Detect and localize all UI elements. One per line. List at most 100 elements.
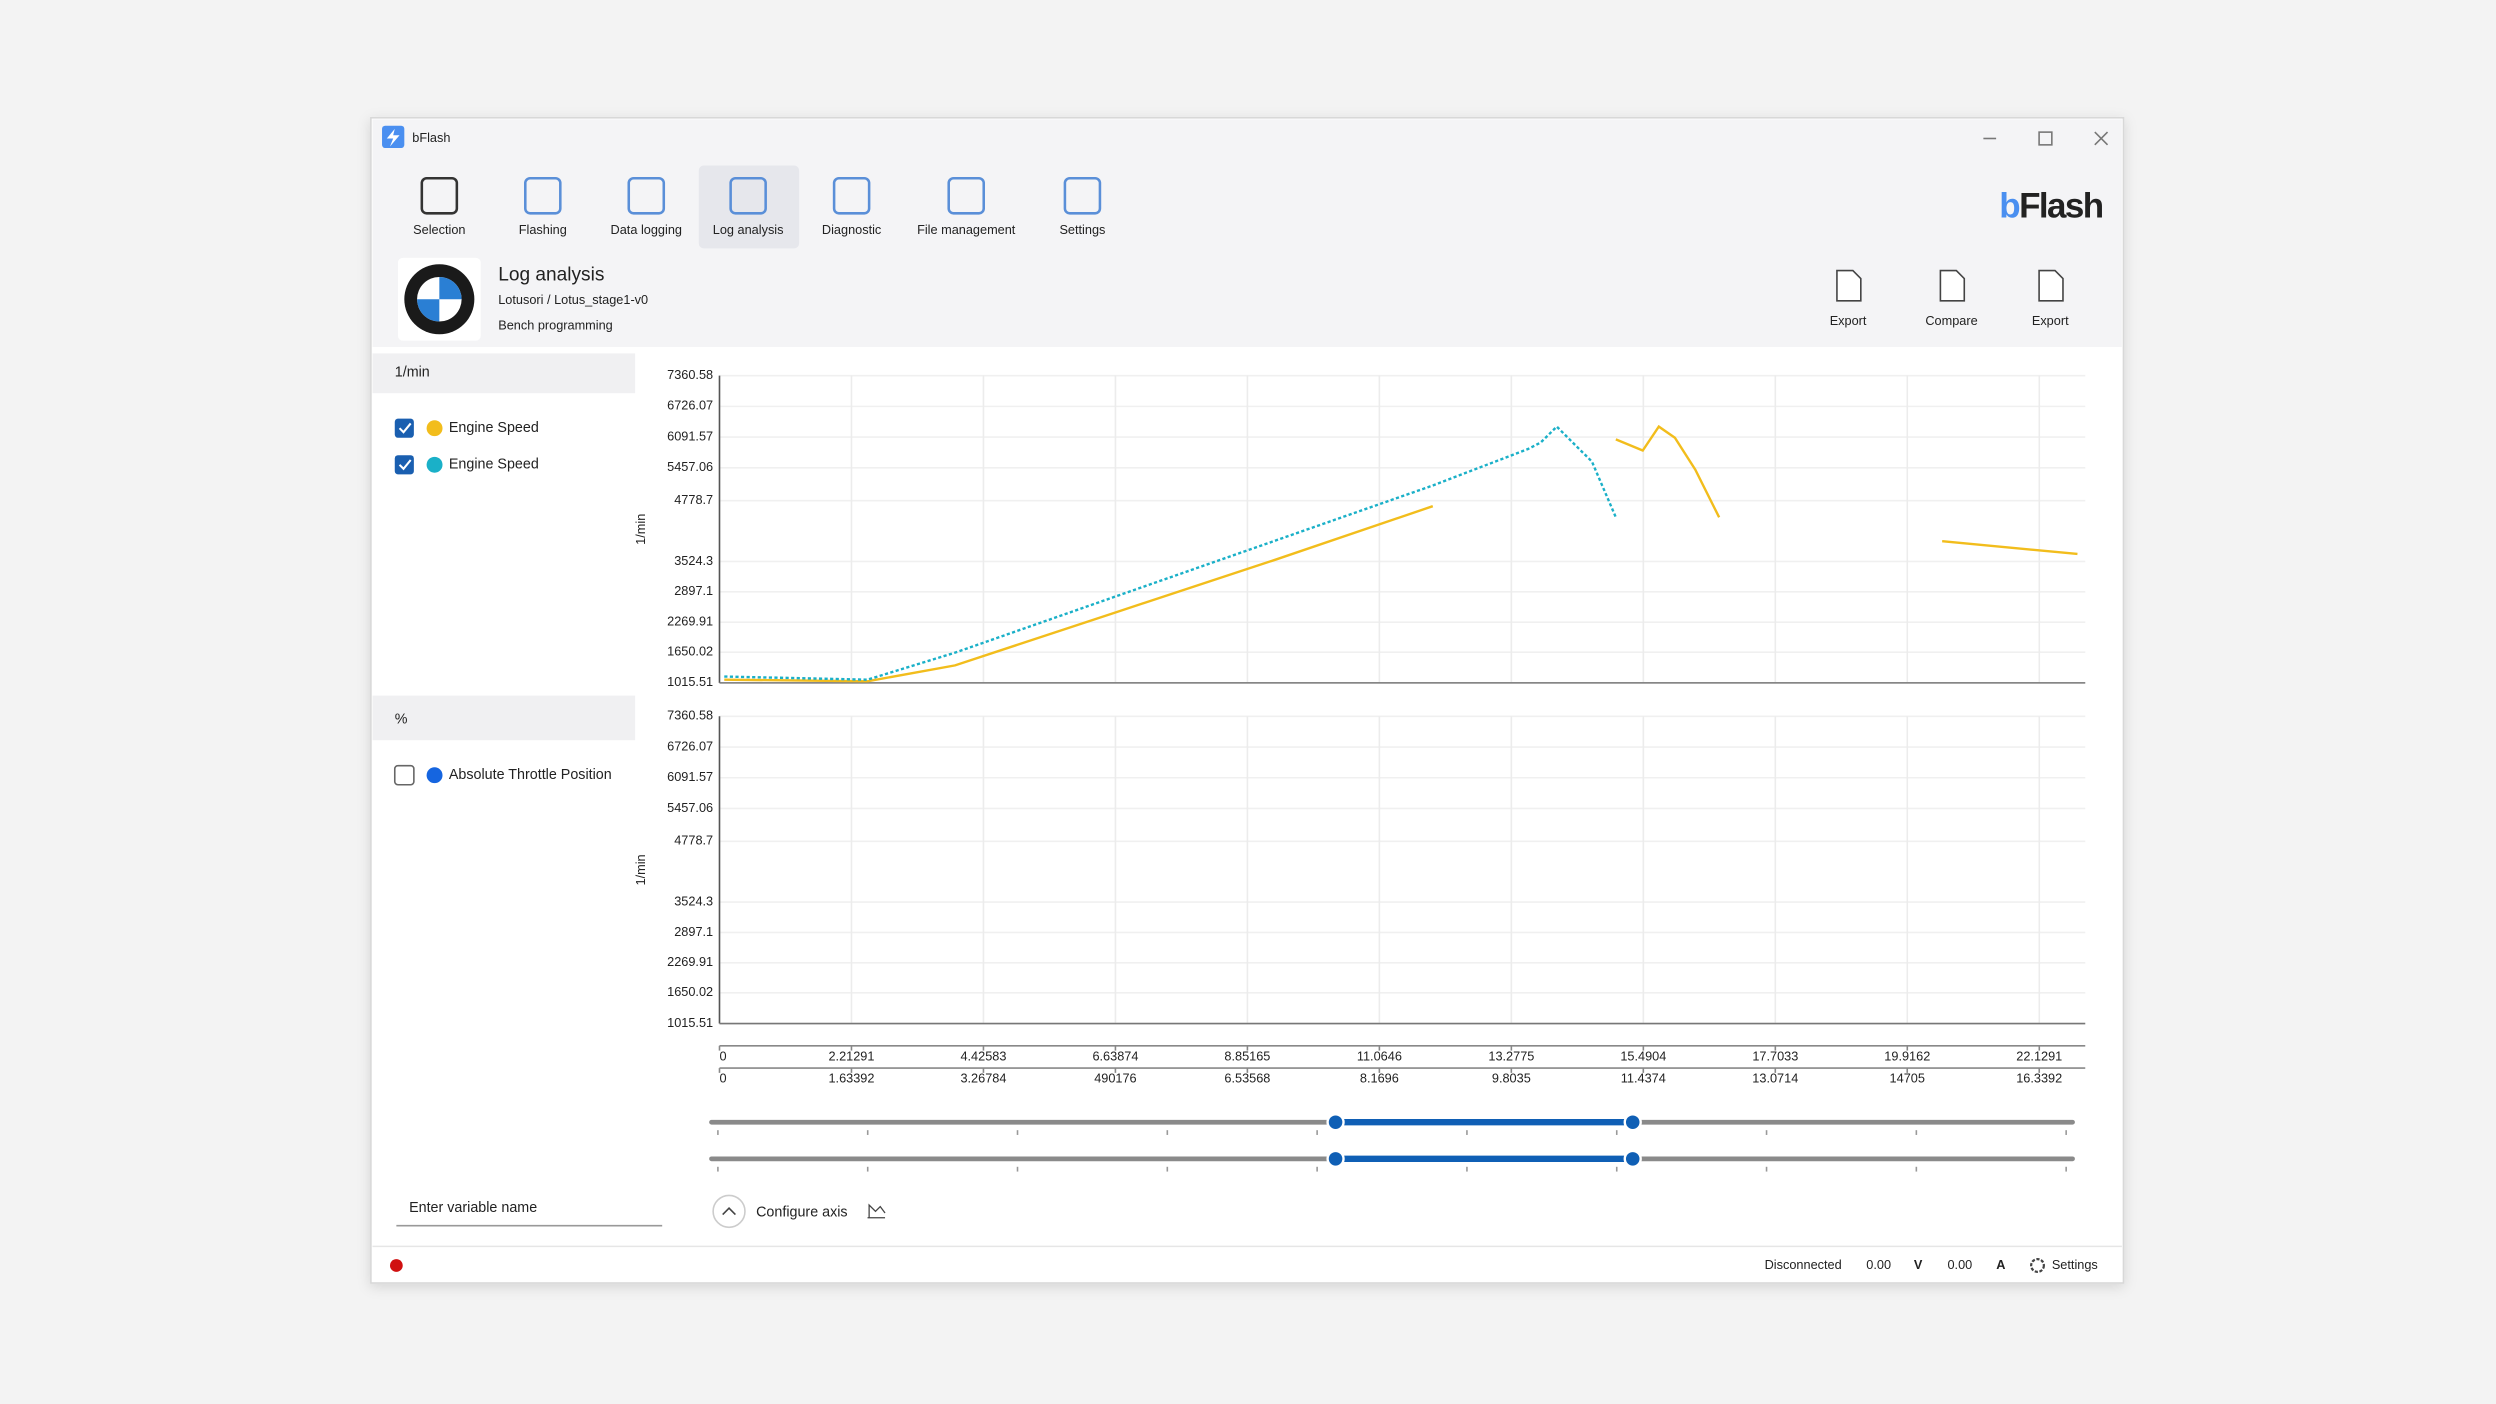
active-tab <box>698 165 800 249</box>
x2-tick-label: 0 <box>719 1071 726 1086</box>
header-mode: Bench programming <box>498 318 613 333</box>
app-icon-bolt <box>386 128 400 147</box>
slider-handle[interactable] <box>1623 1149 1642 1168</box>
action-icon <box>1836 269 1862 302</box>
action-label[interactable]: Compare <box>1925 313 1977 328</box>
x2-tick-label: 490176 <box>1094 1071 1136 1086</box>
tab-icon <box>832 177 871 215</box>
tab-icon <box>1063 177 1102 215</box>
action-icon <box>2038 269 2064 302</box>
checkbox[interactable] <box>394 455 414 475</box>
legend-label: Engine Speed <box>449 457 539 473</box>
tab-icon <box>627 177 666 215</box>
tab-icon <box>947 177 986 215</box>
x-tick-label: 13.2775 <box>1488 1048 1534 1063</box>
tab-label[interactable]: Settings <box>1059 222 1105 237</box>
tab-label[interactable]: Data logging <box>611 222 682 237</box>
tab-icon <box>524 177 562 215</box>
window-title: bFlash <box>412 130 450 145</box>
legend-swatch <box>426 456 443 473</box>
x2-tick-label: 8.1696 <box>1360 1071 1399 1086</box>
status-dot <box>389 1259 403 1272</box>
tab-label[interactable]: File management <box>917 222 1016 237</box>
slider-handle[interactable] <box>1326 1149 1345 1168</box>
y-tick-label: 3524.3 <box>674 893 713 908</box>
y-axis-label: 1/min <box>633 854 648 885</box>
x-tick-label: 6.63874 <box>1092 1048 1138 1063</box>
slider-handle[interactable] <box>1326 1113 1345 1132</box>
close[interactable] <box>2094 131 2109 146</box>
gear-icon <box>2030 1257 2045 1273</box>
logo: bFlash <box>1999 187 2102 226</box>
group-label: % <box>395 711 408 727</box>
y-tick-label: 1015.51 <box>667 674 713 689</box>
x2-tick-label: 14705 <box>1890 1071 1925 1086</box>
brand-logo-quarters <box>417 276 462 322</box>
charts: 1015.51 1650.02 2269.91 2897.1 3524.3 4778.7 5… <box>633 367 2086 1172</box>
tab-label[interactable]: Selection <box>413 222 465 237</box>
slider-handle[interactable] <box>1623 1113 1642 1132</box>
search-box[interactable] <box>396 1190 663 1226</box>
y-tick-label: 4778.7 <box>674 492 713 507</box>
action-label[interactable]: Export <box>2032 313 2069 328</box>
y-tick-label: 2897.1 <box>674 924 713 939</box>
tab-label[interactable]: Log analysis <box>713 222 784 237</box>
maximize[interactable] <box>2038 131 2053 146</box>
x-tick-label: 0 <box>719 1048 726 1063</box>
x2-tick-label: 11.4374 <box>1621 1071 1666 1086</box>
axis-icon <box>867 1203 886 1219</box>
y-tick-label: 2269.91 <box>667 954 713 969</box>
x-tick-label: 8.85165 <box>1224 1048 1270 1063</box>
search-placeholder: Enter variable name <box>409 1200 537 1216</box>
y-axis-label: 1/min <box>633 514 648 545</box>
x-tick-label: 2.21291 <box>828 1048 874 1063</box>
checkmark <box>398 459 412 471</box>
checkbox[interactable] <box>394 418 414 438</box>
y-tick-label: 5457.06 <box>667 459 713 474</box>
legend-swatch <box>426 420 443 437</box>
group-header <box>372 695 636 741</box>
checkmark <box>398 422 412 434</box>
x2-tick-label: 3.26784 <box>960 1071 1006 1086</box>
tab-label[interactable]: Diagnostic <box>822 222 882 237</box>
chevron <box>722 1207 736 1216</box>
y-tick-label: 2269.91 <box>667 614 713 629</box>
y-tick-label: 5457.06 <box>667 800 713 815</box>
y-tick-label: 6091.57 <box>667 428 713 443</box>
y-tick-label: 1650.02 <box>667 644 713 659</box>
x-tick-label: 15.4904 <box>1620 1048 1666 1063</box>
group-label: 1/min <box>395 364 430 380</box>
x-tick-label: 11.0646 <box>1357 1048 1402 1063</box>
x-tick-label: 22.1291 <box>2016 1048 2062 1063</box>
legend-swatch <box>426 767 443 784</box>
header-bg <box>372 251 2122 348</box>
y-tick-label: 4778.7 <box>674 833 713 848</box>
checkbox[interactable] <box>393 764 415 786</box>
y-tick-label: 6726.07 <box>667 398 713 413</box>
y-tick-label: 1650.02 <box>667 984 713 999</box>
logo-prefix: b <box>1999 187 2019 226</box>
y-tick-label: 2897.1 <box>674 583 713 598</box>
status-current: 0.00 <box>1947 1257 1972 1272</box>
configure-axis[interactable]: Configure axis <box>756 1205 848 1221</box>
y-tick-label: 6726.07 <box>667 738 713 753</box>
header-path: Lotusori / Lotus_stage1-v0 <box>498 292 648 307</box>
configure-toggle[interactable] <box>712 1194 746 1229</box>
x2-tick-label: 1.63392 <box>828 1071 874 1086</box>
header-title: Log analysis <box>498 264 604 285</box>
x-tick-label: 17.7033 <box>1752 1048 1798 1063</box>
tab-icon <box>420 177 459 215</box>
y-tick-label: 7360.58 <box>667 367 713 382</box>
series-line <box>724 424 2078 683</box>
action-label[interactable]: Export <box>1830 313 1867 328</box>
logo-rest: Flash <box>2019 187 2103 226</box>
toolbar: Selection Flashing Data logging Log analysi… <box>413 165 1105 249</box>
status-settings[interactable]: Settings <box>2052 1257 2098 1272</box>
x-tick-label: 19.9162 <box>1884 1048 1930 1063</box>
tab-label[interactable]: Flashing <box>519 222 567 237</box>
status-connection: Disconnected <box>1765 1257 1842 1272</box>
action-icon <box>1939 269 1966 302</box>
group-header <box>372 353 636 394</box>
